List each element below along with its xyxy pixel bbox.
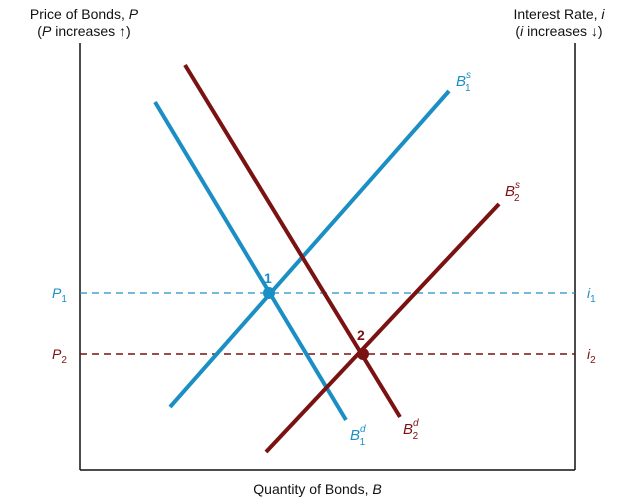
rate-label-2: i2: [587, 346, 596, 366]
y-right-title-text: Interest Rate,: [513, 6, 598, 22]
x-title-var: B: [372, 481, 382, 497]
supply-curve-1: [168, 89, 451, 409]
y-left-note-var: P: [41, 23, 52, 39]
y-right-title-var: i: [601, 6, 605, 22]
demand-curve-1: [153, 100, 348, 422]
y-left-note-text: increases: [51, 23, 116, 39]
x-title-text: Quantity of Bonds,: [253, 481, 369, 497]
supply-curve-2-label: Bs 2: [505, 180, 520, 204]
supply-curve-1-label: Bs 1: [456, 70, 471, 94]
demand-curve-2: [183, 63, 402, 419]
equilibrium-point-1: [263, 287, 275, 299]
equilibrium-label-2: 2: [357, 327, 365, 343]
equilibrium-label-1: 1: [264, 270, 272, 286]
demand-curve-1-label: Bd 1: [350, 424, 366, 448]
down-arrow-icon: ↓: [590, 23, 598, 39]
y-axis-right-title: Interest Rate, i (i increases ↓): [513, 6, 605, 39]
y-left-title-var: P: [128, 6, 139, 22]
rate-label-1: i1: [587, 285, 596, 305]
price-label-2: P2: [52, 346, 67, 366]
price-label-1: P1: [52, 285, 67, 305]
y-axis-left-title: Price of Bonds, P (P increases ↑): [29, 6, 139, 39]
y-left-title-text: Price of Bonds,: [29, 6, 125, 22]
x-axis-title: Quantity of Bonds, B: [0, 481, 635, 498]
up-arrow-icon: ↑: [119, 23, 127, 39]
y-right-note-var: i: [520, 23, 524, 39]
y-right-note-text: increases: [523, 23, 588, 39]
demand-curve-2-label: Bd 2: [403, 418, 419, 442]
supply-curve-2: [264, 202, 501, 454]
equilibrium-point-2: [357, 348, 369, 360]
